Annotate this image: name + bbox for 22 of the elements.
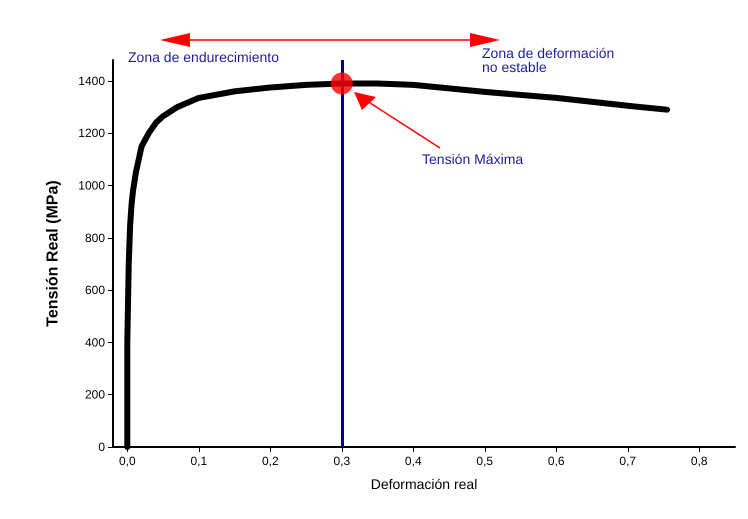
x-tick-label: 0,1 (190, 454, 208, 468)
y-tick-label: 1400 (78, 74, 106, 88)
annotation: Tensión Máxima (422, 151, 524, 167)
y-tick-label: 600 (84, 283, 106, 298)
annotation: Zona de deformación no estable (482, 45, 618, 75)
y-tick-label: 400 (84, 335, 106, 350)
x-axis-title: Deformación real (370, 476, 478, 492)
x-tick-label: 0,2 (262, 454, 279, 468)
y-tick-label: 200 (84, 388, 106, 402)
x-tick-label: 0,7 (619, 454, 636, 468)
x-tick-label: 0,4 (404, 454, 422, 468)
y-tick-label: 1000 (78, 178, 106, 193)
x-tick-label: 0,3 (333, 454, 350, 468)
y-tick-label: 800 (84, 230, 106, 245)
y-tick-label: 0 (98, 440, 106, 454)
x-tick-label: 0,6 (548, 454, 565, 468)
annotation: Zona de endurecimiento (128, 49, 280, 65)
x-tick-label: 0,0 (118, 454, 136, 468)
x-tick-label: 0,5 (476, 454, 494, 468)
y-tick-label: 1200 (78, 126, 106, 140)
y-axis-title: Tensión Real (MPa) (44, 180, 62, 327)
x-tick-label: 0,8 (690, 454, 708, 468)
